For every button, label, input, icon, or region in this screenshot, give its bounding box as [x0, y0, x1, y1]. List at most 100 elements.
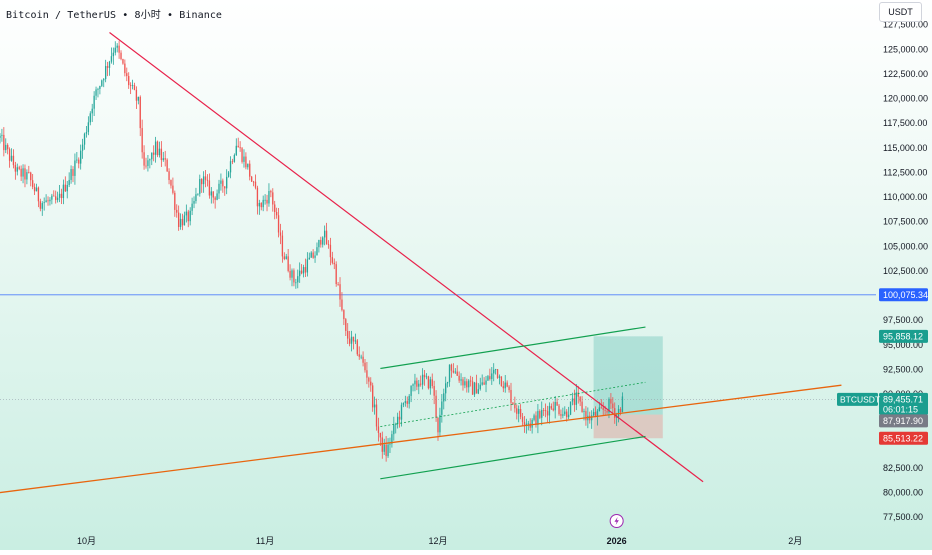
candle-body	[53, 195, 55, 197]
candle	[477, 383, 480, 395]
candle	[55, 190, 57, 204]
candle	[541, 401, 543, 426]
candle	[249, 160, 251, 181]
candle-body	[612, 403, 614, 409]
candle-body	[268, 191, 270, 204]
candle	[151, 152, 153, 166]
candle	[300, 264, 303, 275]
candle	[233, 153, 236, 163]
candle-body	[124, 63, 126, 74]
candle-body	[610, 399, 612, 404]
candle-body	[308, 257, 310, 260]
candle	[258, 199, 261, 215]
candle-body	[414, 380, 416, 385]
candle-body	[594, 412, 597, 417]
candle-body	[423, 374, 426, 378]
candle-body	[56, 197, 59, 201]
candle	[396, 412, 399, 429]
candle	[237, 137, 239, 148]
candle	[521, 412, 524, 427]
candle-body	[183, 215, 186, 226]
candle	[358, 346, 360, 360]
candle	[506, 380, 508, 388]
candle-body	[16, 167, 18, 172]
candle	[385, 436, 387, 462]
candle-body	[170, 180, 172, 186]
candle-body	[287, 256, 289, 271]
candle-body	[191, 203, 193, 211]
candle	[552, 401, 554, 412]
candle-body	[62, 184, 65, 199]
candle	[158, 141, 161, 158]
candle-body	[49, 199, 51, 202]
candle	[133, 82, 136, 91]
candle-body	[525, 423, 528, 425]
candle	[239, 141, 241, 152]
candle	[566, 409, 568, 422]
symbol-badge: BTCUSDT	[840, 394, 880, 404]
candle-body	[614, 408, 616, 418]
candle-body	[214, 197, 216, 200]
candle	[316, 242, 318, 256]
candle-body	[47, 200, 49, 202]
candle	[327, 240, 330, 249]
candle	[76, 152, 78, 164]
candle-body	[318, 239, 320, 248]
candle	[350, 330, 353, 352]
candle-body	[479, 384, 481, 390]
candle	[487, 374, 489, 381]
candle	[191, 197, 193, 216]
candle-body	[456, 371, 458, 376]
candle	[235, 138, 237, 156]
candle-body	[362, 356, 364, 363]
candle-body	[585, 411, 587, 421]
candle	[375, 398, 378, 431]
candle	[114, 41, 116, 56]
candle	[446, 381, 449, 388]
candle-body	[502, 386, 504, 389]
x-tick-label: 2026	[607, 536, 627, 546]
candle-body	[375, 404, 378, 427]
candle-body	[285, 256, 287, 260]
candle	[33, 183, 36, 195]
candle-body	[518, 409, 520, 414]
candle-body	[343, 310, 345, 320]
candle	[170, 179, 172, 189]
candle-body	[608, 399, 610, 413]
candle-body	[129, 85, 132, 86]
candle-body	[139, 96, 141, 129]
candle-body	[617, 408, 620, 417]
candle-body	[337, 284, 339, 285]
candle-body	[237, 145, 239, 148]
candle-body	[133, 85, 136, 90]
candle-body	[120, 52, 122, 60]
candle	[331, 251, 334, 265]
candle-body	[516, 408, 518, 414]
candle-body	[151, 152, 153, 160]
candle	[439, 407, 441, 437]
candle	[360, 354, 362, 360]
candle-body	[535, 415, 537, 425]
candle	[519, 404, 522, 420]
candle-body	[591, 415, 593, 421]
candle	[256, 185, 259, 215]
candle-body	[418, 383, 420, 387]
candle	[187, 209, 189, 228]
candle	[621, 392, 624, 413]
candle	[264, 194, 266, 205]
symbol-title: Bitcoin / TetherUS • 8小时 • Binance	[6, 10, 223, 21]
candle	[400, 402, 403, 427]
candle	[347, 323, 349, 344]
candle	[592, 408, 595, 418]
candle	[485, 376, 487, 393]
candle-body	[131, 85, 134, 86]
candle	[62, 179, 65, 205]
candle	[468, 379, 470, 393]
candle-body	[189, 210, 191, 222]
candle	[141, 119, 143, 159]
candle-body	[272, 192, 274, 205]
candle-body	[126, 73, 128, 77]
candle-body	[162, 158, 164, 161]
currency-button[interactable]: USDT	[879, 2, 922, 22]
